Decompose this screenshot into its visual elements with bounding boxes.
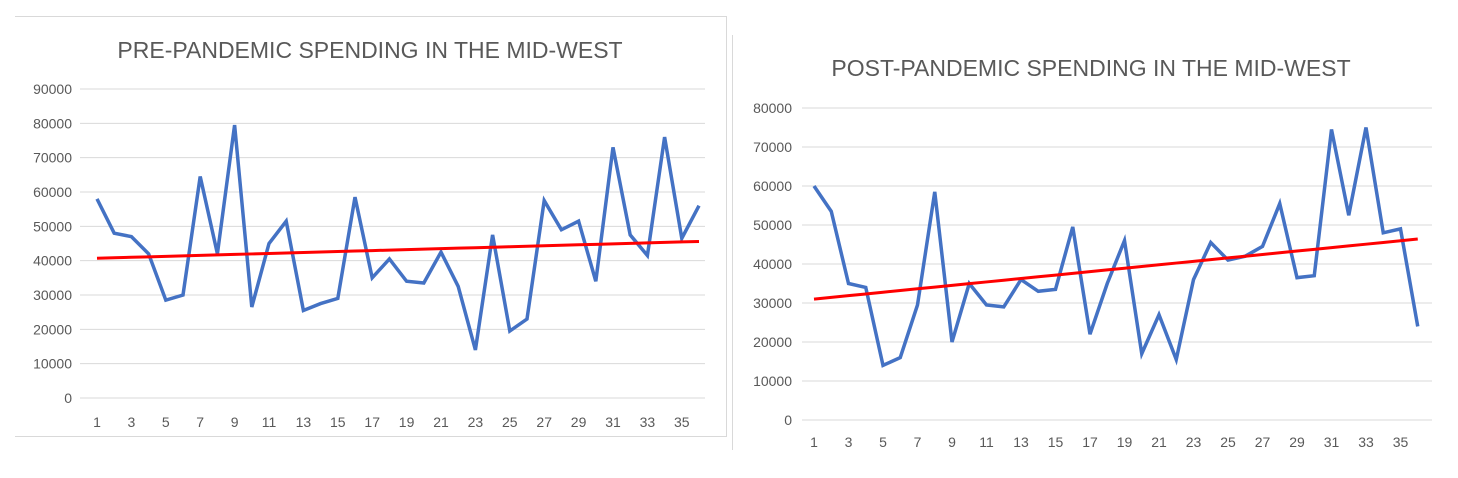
spending-series-line xyxy=(95,124,701,351)
y-tick-label: 20000 xyxy=(33,321,72,337)
chart-title: PRE-PANDEMIC SPENDING IN THE MID-WEST xyxy=(117,37,622,63)
x-tick-label: 17 xyxy=(1082,434,1098,450)
chart-title: POST-PANDEMIC SPENDING IN THE MID-WEST xyxy=(831,55,1350,81)
x-tick-label: 29 xyxy=(571,414,587,430)
x-tick-label: 7 xyxy=(914,434,922,450)
x-tick-label: 35 xyxy=(1393,434,1409,450)
trendline xyxy=(813,237,1418,301)
x-tick-label: 21 xyxy=(1151,434,1167,450)
x-tick-label: 1 xyxy=(93,414,101,430)
x-tick-label: 25 xyxy=(1220,434,1236,450)
x-tick-label: 25 xyxy=(502,414,518,430)
y-tick-label: 0 xyxy=(784,412,792,428)
pre-pandemic-chart: PRE-PANDEMIC SPENDING IN THE MID-WEST 0 1… xyxy=(15,16,727,437)
x-tick-label: 21 xyxy=(433,414,449,430)
x-tick-label: 33 xyxy=(640,414,656,430)
x-tick-label: 9 xyxy=(231,414,239,430)
x-tick-label: 13 xyxy=(296,414,312,430)
x-tick-label: 11 xyxy=(262,414,277,430)
y-tick-label: 10000 xyxy=(753,373,792,389)
x-tick-label: 3 xyxy=(128,414,136,430)
y-tick-label: 80000 xyxy=(33,115,72,131)
y-tick-label: 60000 xyxy=(753,178,792,194)
x-tick-label: 3 xyxy=(845,434,853,450)
x-tick-label: 33 xyxy=(1358,434,1374,450)
x-tick-label: 7 xyxy=(196,414,204,430)
x-tick-label: 1 xyxy=(810,434,818,450)
y-tick-label: 0 xyxy=(64,390,72,406)
x-tick-label: 27 xyxy=(1255,434,1271,450)
x-tick-label: 35 xyxy=(674,414,690,430)
x-tick-label: 31 xyxy=(1324,434,1340,450)
y-tick-label: 50000 xyxy=(753,217,792,233)
x-tick-label: 19 xyxy=(1117,434,1133,450)
x-tick-label: 11 xyxy=(979,434,994,450)
y-tick-label: 40000 xyxy=(33,253,72,269)
chart-border xyxy=(732,35,733,450)
x-tick-label: 29 xyxy=(1289,434,1305,450)
x-tick-label: 19 xyxy=(399,414,415,430)
x-tick-label: 23 xyxy=(1186,434,1202,450)
y-tick-label: 70000 xyxy=(33,150,72,166)
y-tick-label: 30000 xyxy=(753,295,792,311)
chart-border xyxy=(15,16,727,17)
pre-pandemic-chart-svg: PRE-PANDEMIC SPENDING IN THE MID-WEST 0 1… xyxy=(33,37,705,430)
y-tick-label: 60000 xyxy=(33,184,72,200)
y-tick-label: 30000 xyxy=(33,287,72,303)
y-tick-label: 20000 xyxy=(753,334,792,350)
chart-border xyxy=(15,436,727,437)
x-tick-label: 9 xyxy=(948,434,956,450)
y-tick-label: 90000 xyxy=(33,81,72,97)
x-tick-label: 27 xyxy=(536,414,552,430)
x-tick-label: 5 xyxy=(879,434,887,450)
y-tick-label: 70000 xyxy=(753,139,792,155)
x-tick-label: 15 xyxy=(330,414,346,430)
x-tick-label: 31 xyxy=(605,414,621,430)
chart-border xyxy=(726,16,727,436)
y-tick-label: 80000 xyxy=(753,100,792,116)
y-tick-label: 40000 xyxy=(753,256,792,272)
spending-series-line xyxy=(812,127,1420,368)
x-tick-label: 15 xyxy=(1048,434,1064,450)
trendline xyxy=(96,239,700,260)
post-pandemic-chart: POST-PANDEMIC SPENDING IN THE MID-WEST 0… xyxy=(732,0,1458,478)
x-tick-label: 5 xyxy=(162,414,170,430)
y-tick-label: 10000 xyxy=(33,356,72,372)
x-tick-label: 17 xyxy=(364,414,380,430)
y-tick-label: 50000 xyxy=(33,218,72,234)
x-tick-label: 23 xyxy=(468,414,484,430)
post-pandemic-chart-svg: POST-PANDEMIC SPENDING IN THE MID-WEST 0… xyxy=(753,55,1432,450)
x-tick-label: 13 xyxy=(1013,434,1029,450)
